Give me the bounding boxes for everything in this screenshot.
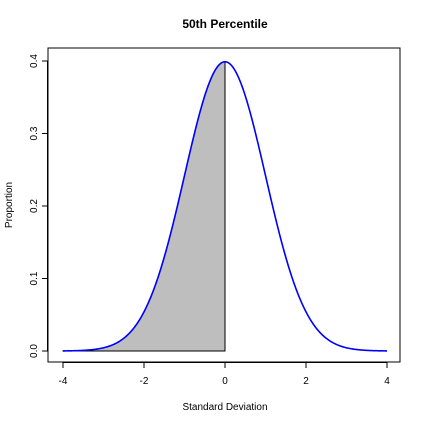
shaded-area [62, 61, 226, 352]
y-tick-label: 0.4 [29, 54, 40, 68]
shaded-area-layer [62, 61, 226, 352]
chart-title: 50th Percentile [182, 17, 268, 31]
x-tick-label: 4 [384, 376, 390, 387]
x-axis-label: Standard Deviation [182, 402, 267, 413]
y-tick-label: 0.0 [29, 344, 40, 358]
x-tick-label: 0 [222, 376, 228, 387]
x-axis: -4 -2 0 2 4 [59, 362, 390, 387]
x-tick-label: -4 [59, 376, 68, 387]
y-axis-label: Proportion [4, 182, 15, 228]
y-tick-label: 0.3 [29, 126, 40, 140]
x-tick-label: 2 [303, 376, 309, 387]
x-tick-label: -2 [140, 376, 149, 387]
y-tick-label: 0.1 [29, 271, 40, 285]
y-axis: 0.0 0.1 0.2 0.3 0.4 [29, 54, 48, 358]
y-tick-label: 0.2 [29, 199, 40, 213]
density-line-layer [62, 60, 388, 352]
density-curve [62, 60, 388, 352]
